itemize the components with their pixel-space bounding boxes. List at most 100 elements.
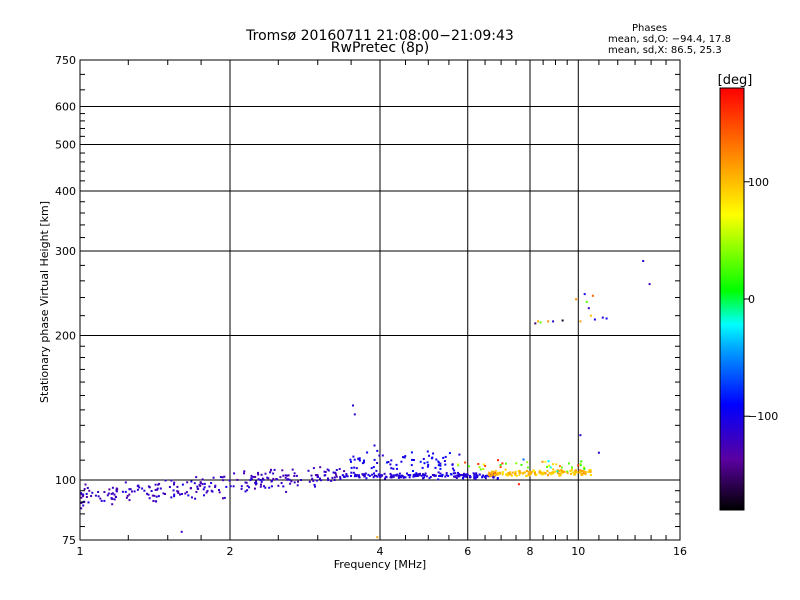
data-point <box>511 471 514 474</box>
data-point <box>113 493 116 496</box>
data-point <box>181 483 184 486</box>
data-point <box>454 472 457 475</box>
data-point <box>432 452 435 455</box>
data-point <box>189 487 192 490</box>
data-point <box>346 475 349 478</box>
data-point <box>437 464 440 467</box>
data-point <box>493 474 496 477</box>
data-point <box>507 472 510 475</box>
data-point <box>431 474 434 476</box>
data-point <box>136 488 139 491</box>
data-point <box>154 488 157 491</box>
data-point <box>399 476 402 479</box>
data-point <box>472 472 475 475</box>
data-point <box>552 320 555 323</box>
data-point <box>363 473 366 476</box>
data-point <box>155 495 158 498</box>
data-point <box>270 480 273 483</box>
data-point <box>361 462 364 465</box>
data-point <box>454 475 457 478</box>
data-point <box>483 475 486 478</box>
data-point <box>128 493 131 496</box>
data-point <box>138 486 141 489</box>
data-point <box>344 475 347 478</box>
data-point <box>492 476 495 479</box>
data-point <box>269 471 272 474</box>
data-point <box>426 465 429 468</box>
data-point <box>534 322 537 325</box>
data-point <box>437 461 440 464</box>
data-point <box>552 463 554 466</box>
data-point <box>281 469 284 472</box>
data-point <box>222 479 225 482</box>
data-point <box>352 455 355 458</box>
data-point <box>570 472 572 475</box>
data-point <box>272 477 275 480</box>
data-point <box>589 470 592 473</box>
data-point <box>469 476 471 479</box>
data-point <box>519 471 522 474</box>
data-point <box>310 474 313 477</box>
data-point <box>246 489 249 492</box>
data-point <box>552 471 555 474</box>
data-point <box>372 476 375 479</box>
data-point <box>561 472 564 475</box>
data-point <box>548 464 551 467</box>
data-point <box>416 475 419 477</box>
data-point <box>99 497 102 500</box>
data-point <box>87 501 90 504</box>
y-tick-label: 100 <box>55 474 76 487</box>
data-point <box>376 475 379 478</box>
data-point <box>327 477 329 480</box>
data-point <box>412 470 414 472</box>
data-point <box>358 476 361 479</box>
data-point <box>453 469 456 472</box>
data-point <box>389 472 392 475</box>
data-point <box>390 475 392 478</box>
data-point <box>574 473 577 476</box>
data-point <box>223 496 226 499</box>
data-point <box>582 466 585 469</box>
data-point <box>262 478 265 481</box>
data-point <box>147 485 150 488</box>
data-point <box>419 460 422 463</box>
data-point <box>499 466 502 469</box>
data-point <box>284 474 287 477</box>
data-point <box>290 480 293 483</box>
data-point <box>435 458 438 461</box>
data-point <box>443 460 446 462</box>
data-point <box>488 471 491 474</box>
data-point <box>447 474 450 477</box>
data-point <box>517 483 520 486</box>
data-point <box>383 472 386 475</box>
data-point <box>580 460 583 463</box>
x-tick-label: 10 <box>571 545 585 558</box>
data-point <box>236 478 239 481</box>
data-point <box>198 483 201 486</box>
y-tick-label: 300 <box>55 245 76 258</box>
data-point <box>90 495 93 497</box>
data-point <box>537 320 539 323</box>
data-point <box>254 475 257 478</box>
data-point <box>100 499 103 502</box>
data-point <box>541 460 544 463</box>
data-point <box>571 466 573 469</box>
data-point <box>86 487 89 489</box>
data-point <box>252 476 255 478</box>
data-point <box>82 504 85 507</box>
data-point <box>327 479 330 482</box>
data-point <box>319 466 322 469</box>
data-point <box>244 481 247 484</box>
data-point <box>128 488 131 491</box>
data-point <box>164 479 167 482</box>
data-point <box>539 321 542 324</box>
data-point <box>582 472 585 475</box>
data-point <box>589 314 592 317</box>
data-point <box>402 476 405 479</box>
data-point <box>526 461 529 464</box>
data-point <box>449 473 452 476</box>
data-point <box>162 492 165 495</box>
data-point <box>272 472 275 475</box>
y-tick-label: 600 <box>55 101 76 114</box>
data-point <box>517 469 520 472</box>
